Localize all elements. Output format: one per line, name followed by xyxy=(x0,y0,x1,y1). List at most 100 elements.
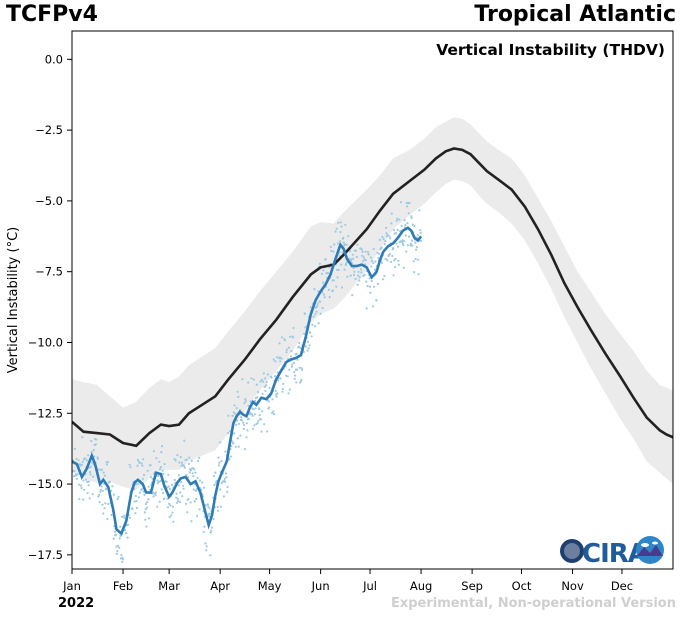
observation-point xyxy=(146,469,149,472)
observation-point xyxy=(383,274,386,278)
observation-point xyxy=(181,495,184,498)
observation-point xyxy=(189,501,192,504)
observation-point xyxy=(152,450,155,453)
observation-point xyxy=(226,490,229,493)
observation-point xyxy=(354,277,357,281)
observation-point xyxy=(404,223,407,227)
observation-point xyxy=(252,408,255,411)
observation-point xyxy=(322,281,325,284)
observation-point xyxy=(87,484,90,487)
observation-point xyxy=(289,355,293,358)
observation-point xyxy=(203,486,206,489)
observation-point xyxy=(409,244,412,247)
observation-point xyxy=(87,454,90,457)
observation-point xyxy=(278,342,281,345)
observation-point xyxy=(358,279,361,282)
observation-point xyxy=(102,471,105,474)
observation-point xyxy=(163,463,166,466)
observation-point xyxy=(207,505,210,508)
observation-point xyxy=(158,500,161,503)
observation-point xyxy=(187,498,190,501)
observation-point xyxy=(290,365,293,368)
observation-point xyxy=(90,450,93,453)
observation-point xyxy=(410,215,413,218)
observation-point xyxy=(320,272,323,275)
observation-point xyxy=(270,376,273,379)
observation-point xyxy=(196,459,200,462)
observation-point xyxy=(414,257,417,261)
observation-point xyxy=(123,516,126,519)
observation-point xyxy=(182,484,185,487)
observation-point xyxy=(171,505,174,508)
observation-point xyxy=(226,432,230,435)
observation-point xyxy=(82,479,85,482)
observation-point xyxy=(89,470,92,474)
observation-point xyxy=(203,525,206,528)
observation-point xyxy=(410,239,414,242)
observation-point xyxy=(166,506,169,509)
observation-point xyxy=(195,488,198,491)
observation-point xyxy=(329,245,332,248)
observation-point xyxy=(108,480,111,483)
observation-point xyxy=(264,377,267,380)
observation-point xyxy=(336,268,339,271)
observation-point xyxy=(177,499,180,503)
observation-point xyxy=(352,273,356,277)
observation-point xyxy=(262,372,265,375)
observation-point xyxy=(340,286,344,289)
observation-point xyxy=(364,259,367,262)
observation-point xyxy=(376,251,379,254)
observation-point xyxy=(95,438,98,441)
observation-point xyxy=(412,260,415,263)
observation-point xyxy=(371,260,374,263)
observation-point xyxy=(338,254,341,257)
observation-point xyxy=(371,305,374,308)
observation-point xyxy=(313,288,316,291)
observation-point xyxy=(96,457,99,460)
observation-point xyxy=(396,217,399,220)
observation-point xyxy=(174,459,177,462)
observation-point xyxy=(128,516,132,519)
observation-point xyxy=(396,228,399,232)
observation-point xyxy=(253,413,256,416)
observation-point xyxy=(295,381,298,384)
observation-point xyxy=(94,443,97,446)
observation-point xyxy=(280,336,283,339)
observation-point xyxy=(254,399,257,402)
observation-point xyxy=(141,464,144,467)
experimental-note: Experimental, Non-operational Version xyxy=(390,596,676,611)
observation-point xyxy=(300,378,303,381)
observation-point xyxy=(245,436,248,439)
observation-point xyxy=(119,525,122,528)
observation-point xyxy=(118,537,121,540)
chart-title: Vertical Instability (THDV) xyxy=(436,41,665,59)
cira-logo: CIRA xyxy=(560,539,649,569)
observation-point xyxy=(84,478,88,481)
observation-point xyxy=(272,358,275,361)
observation-point xyxy=(179,491,182,494)
observation-point xyxy=(97,495,100,498)
observation-point xyxy=(281,387,284,391)
observation-point xyxy=(105,463,109,466)
observation-point xyxy=(166,497,169,500)
observation-point xyxy=(267,400,270,403)
observation-point xyxy=(210,526,214,529)
observation-point xyxy=(309,331,312,334)
observation-point xyxy=(263,385,266,388)
observation-point xyxy=(416,234,419,237)
observation-point xyxy=(83,488,86,491)
x-tick-label: Mar xyxy=(158,579,180,593)
year-label: 2022 xyxy=(58,596,95,611)
observation-point xyxy=(288,388,291,391)
observation-point xyxy=(213,483,216,487)
observation-point xyxy=(188,471,191,474)
observation-point xyxy=(88,466,91,469)
observation-point xyxy=(147,485,150,488)
observation-point xyxy=(254,407,257,410)
observation-point xyxy=(404,234,407,237)
observation-point xyxy=(116,550,119,553)
observation-point xyxy=(263,423,266,426)
observation-point xyxy=(250,412,253,416)
observation-point xyxy=(91,475,95,478)
observation-point xyxy=(167,473,170,476)
